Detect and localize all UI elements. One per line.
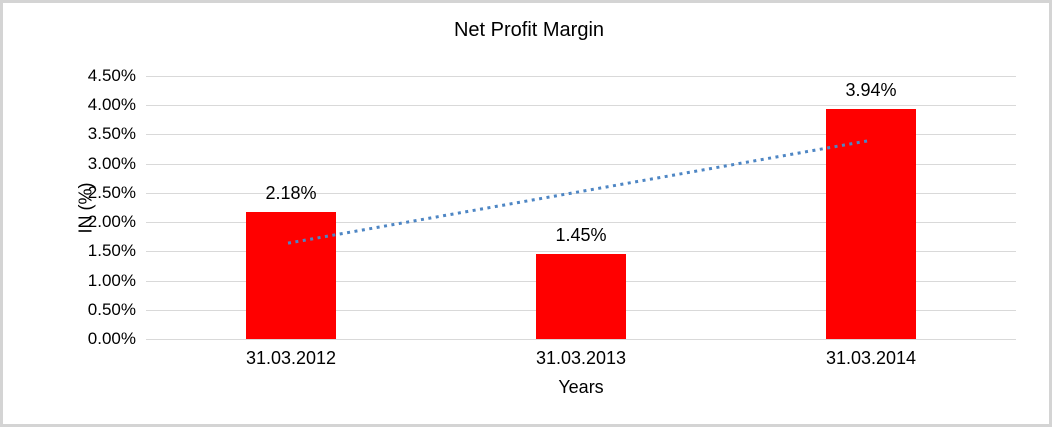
bar-value-label: 2.18% — [265, 182, 317, 203]
y-tick-label: 2.50% — [87, 182, 136, 202]
y-tick-label: 1.50% — [87, 241, 136, 261]
y-tick-label: 0.00% — [87, 329, 136, 348]
gridline — [146, 105, 1016, 107]
y-tick-label: 3.50% — [87, 124, 136, 144]
x-tick-label: 31.03.2013 — [535, 348, 627, 368]
x-tick-label: 31.03.2012 — [245, 348, 337, 368]
y-tick-label: 4.50% — [87, 66, 136, 85]
gridline — [146, 339, 1016, 340]
y-tick-label: 2.00% — [87, 212, 136, 232]
y-tick-label: 1.00% — [87, 270, 136, 290]
bar-31.03.2012 — [246, 211, 336, 339]
x-tick-label: 31.03.2014 — [825, 348, 917, 368]
gridline — [146, 251, 1016, 253]
y-tick-label: 4.00% — [87, 95, 136, 115]
bar-value-label: 1.45% — [555, 225, 607, 246]
y-tick-label: 0.50% — [87, 299, 136, 319]
bar-31.03.2014 — [826, 108, 916, 339]
bar-value-label: 3.94% — [845, 79, 897, 100]
bar-31.03.2013 — [536, 254, 626, 339]
gridline — [146, 76, 1016, 77]
x-axis-title: Years — [558, 377, 604, 397]
y-tick-label: 3.00% — [87, 153, 136, 173]
gridline — [146, 134, 1016, 136]
chart-title: Net Profit Margin — [453, 19, 605, 41]
